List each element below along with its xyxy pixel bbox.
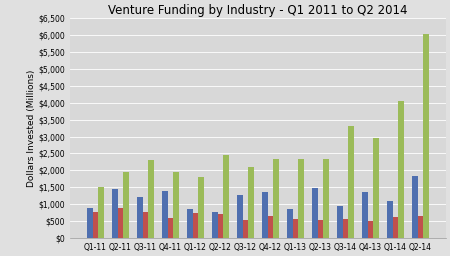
Bar [162,191,168,238]
Bar [268,216,273,238]
Bar [398,101,404,238]
Bar [168,218,173,238]
Bar [173,172,179,238]
Bar [393,217,398,238]
Bar [148,160,153,238]
Bar [262,192,268,238]
Bar [343,219,348,238]
Bar [117,208,123,238]
Bar [292,219,298,238]
Bar [248,167,254,238]
Bar [187,209,193,238]
Bar [368,221,373,238]
Bar [412,176,418,238]
Bar [373,138,379,238]
Bar [198,177,204,238]
Title: Venture Funding by Industry - Q1 2011 to Q2 2014: Venture Funding by Industry - Q1 2011 to… [108,4,408,17]
Bar [318,220,323,238]
Bar [93,212,98,238]
Bar [312,188,318,238]
Bar [337,206,343,238]
Bar [418,216,423,238]
Bar [298,158,304,238]
Bar [223,155,229,238]
Bar [323,158,328,238]
Bar [137,197,143,238]
Y-axis label: Dollars Invested (Millions): Dollars Invested (Millions) [27,69,36,187]
Bar [348,126,354,238]
Bar [243,220,248,238]
Bar [123,172,129,238]
Bar [212,212,218,238]
Bar [193,213,198,238]
Bar [387,201,393,238]
Bar [423,34,429,238]
Bar [218,214,223,238]
Bar [143,212,148,238]
Bar [237,195,243,238]
Bar [112,189,117,238]
Bar [287,209,292,238]
Bar [98,187,104,238]
Bar [273,158,279,238]
Bar [87,208,93,238]
Bar [362,192,368,238]
